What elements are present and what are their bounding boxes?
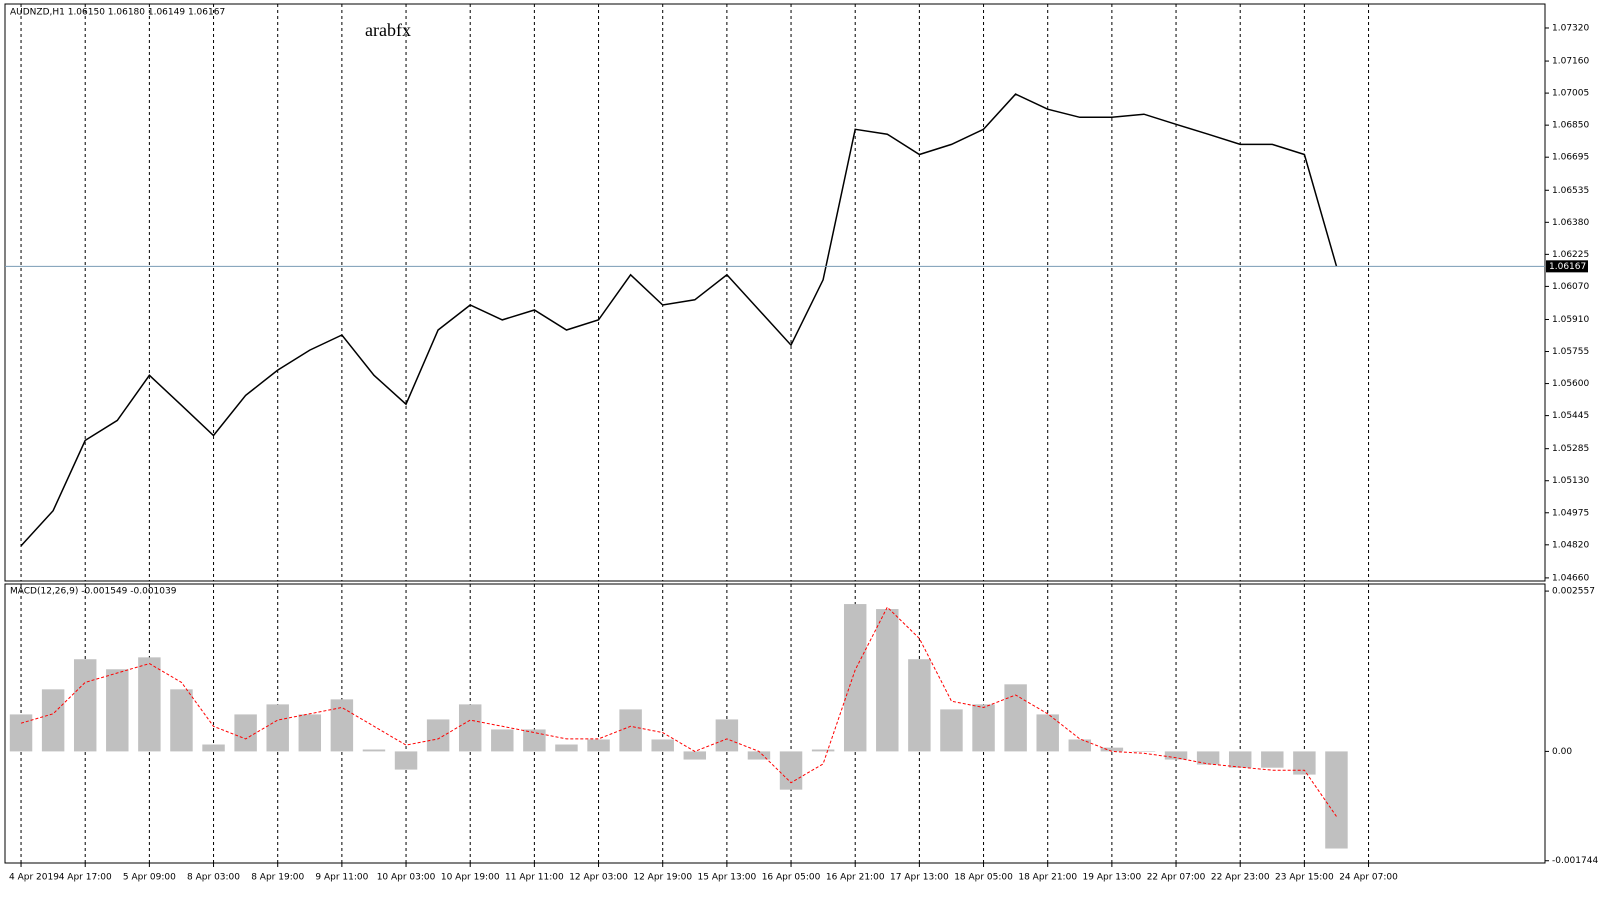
x-tick-label: 4 Apr 2019 — [9, 873, 59, 883]
x-tick-label: 16 Apr 21:00 — [826, 873, 885, 883]
y-tick-label: 1.07005 — [1552, 89, 1589, 99]
y-tick-label: 1.06225 — [1552, 250, 1589, 260]
y-tick-label: 1.04660 — [1552, 573, 1589, 583]
macd-bar — [9, 714, 33, 752]
macd-bar — [298, 714, 322, 752]
macd-bar — [491, 729, 514, 752]
y-tick-label: 1.05600 — [1552, 379, 1589, 389]
macd-bar — [1164, 751, 1188, 760]
x-tick-label: 8 Apr 19:00 — [251, 873, 304, 883]
macd-bar — [619, 709, 642, 752]
macd-bar — [811, 749, 835, 752]
macd-bar — [170, 689, 193, 752]
macd-bar — [651, 739, 674, 752]
y-tick-label: 1.05285 — [1552, 444, 1589, 454]
series-line — [20, 606, 1337, 817]
x-tick-label: 22 Apr 07:00 — [1147, 873, 1206, 883]
macd-bar — [523, 729, 546, 752]
macd-bar — [234, 714, 257, 752]
macd-bar — [908, 659, 931, 752]
symbol-header: AUDNZD,H1 1.06150 1.06180 1.06149 1.0616… — [10, 8, 225, 18]
macd-bar — [1325, 751, 1348, 849]
last-price-label: 1.06167 — [1549, 262, 1586, 272]
x-tick-label: 15 Apr 13:00 — [698, 873, 757, 883]
macd-bar — [1132, 751, 1156, 752]
y-tick-label: 1.05130 — [1552, 476, 1589, 486]
y-tick-label: 1.07160 — [1552, 57, 1589, 67]
y-tick-label: 1.06695 — [1552, 153, 1589, 163]
macd-bar — [106, 669, 129, 752]
macd-panel — [4, 583, 1546, 864]
macd-title: MACD(12,26,9) -0.001549 -0.001039 — [10, 587, 177, 597]
y-tick-label: 1.07320 — [1552, 23, 1589, 33]
macd-bar — [972, 704, 995, 752]
macd-bar — [426, 719, 450, 752]
macd-bar — [394, 751, 418, 770]
y-tick-label: 0.002557 — [1552, 587, 1595, 597]
macd-bar — [747, 751, 771, 760]
series-line — [20, 93, 1338, 547]
macd-bar — [843, 604, 867, 752]
y-tick-label: 1.05755 — [1552, 347, 1589, 357]
macd-bar — [41, 689, 65, 752]
macd-bar — [1068, 739, 1092, 752]
macd-bar — [715, 719, 739, 752]
y-tick-label: 1.04975 — [1552, 508, 1589, 518]
price-panel — [4, 3, 1546, 582]
y-tick-label: 1.06070 — [1552, 282, 1589, 292]
macd-bar — [1228, 751, 1252, 768]
macd-bar — [1004, 684, 1027, 752]
macd-bar — [587, 739, 610, 752]
y-tick-label: 1.05445 — [1552, 411, 1589, 421]
y-tick-label: 1.06380 — [1552, 218, 1589, 228]
x-tick-label: 10 Apr 19:00 — [441, 873, 500, 883]
y-tick-label: 1.06850 — [1552, 121, 1589, 131]
y-tick-label: 1.04820 — [1552, 540, 1589, 550]
x-tick-label: 12 Apr 03:00 — [569, 873, 628, 883]
macd-bar — [202, 744, 225, 752]
x-tick-label: 18 Apr 21:00 — [1018, 873, 1077, 883]
macd-bar — [138, 657, 161, 752]
x-tick-label: 4 Apr 17:00 — [59, 873, 112, 883]
macd-bar — [362, 749, 386, 752]
macd-bar — [266, 704, 289, 752]
macd-bar — [330, 699, 354, 752]
macd-bar — [1261, 751, 1284, 768]
y-tick-label: 0.00 — [1552, 747, 1572, 757]
macd-bar — [1036, 714, 1059, 752]
watermark: arabfx — [365, 20, 411, 40]
macd-bar — [1293, 751, 1316, 775]
macd-bar — [779, 751, 803, 790]
x-tick-label: 11 Apr 11:00 — [505, 873, 564, 883]
x-tick-label: 19 Apr 13:00 — [1083, 873, 1142, 883]
x-tick-label: 24 Apr 07:00 — [1339, 873, 1398, 883]
macd-bar — [458, 704, 482, 752]
macd-bar — [876, 609, 899, 752]
x-tick-label: 22 Apr 23:00 — [1211, 873, 1270, 883]
y-tick-label: 1.05910 — [1552, 315, 1589, 325]
macd-bar — [555, 744, 578, 752]
macd-bar — [1100, 747, 1124, 752]
last-price-box — [1546, 260, 1588, 273]
x-tick-label: 18 Apr 05:00 — [954, 873, 1013, 883]
macd-bar — [73, 659, 97, 752]
x-tick-label: 16 Apr 05:00 — [762, 873, 821, 883]
x-tick-label: 5 Apr 09:00 — [123, 873, 176, 883]
x-tick-label: 8 Apr 03:00 — [187, 873, 240, 883]
x-tick-label: 10 Apr 03:00 — [377, 873, 436, 883]
x-tick-label: 17 Apr 13:00 — [890, 873, 949, 883]
macd-bar — [1196, 751, 1220, 765]
x-tick-label: 9 Apr 11:00 — [315, 873, 368, 883]
x-tick-label: 12 Apr 19:00 — [633, 873, 692, 883]
macd-bar — [683, 751, 707, 760]
macd-bar — [940, 709, 963, 752]
x-tick-label: 23 Apr 15:00 — [1275, 873, 1334, 883]
y-tick-label: 1.06535 — [1552, 186, 1589, 196]
y-tick-label: -0.001744 — [1552, 856, 1598, 866]
